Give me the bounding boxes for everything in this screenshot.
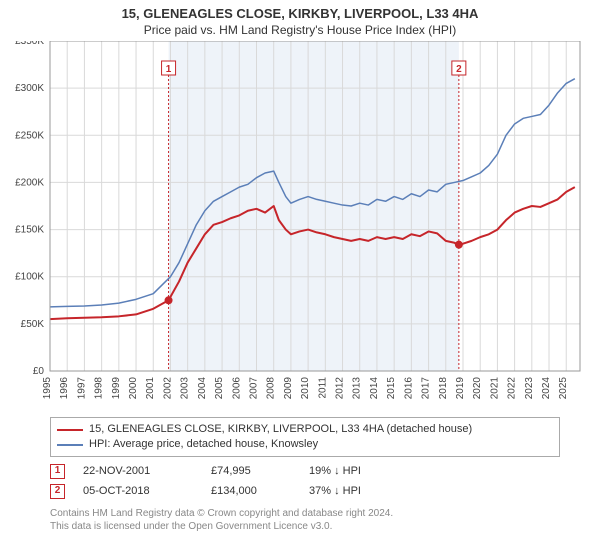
svg-text:1996: 1996 [59, 377, 70, 400]
event-row: 2 05-OCT-2018 £134,000 37% ↓ HPI [50, 481, 560, 501]
svg-text:1: 1 [166, 64, 172, 75]
svg-text:1995: 1995 [42, 377, 53, 400]
svg-text:2023: 2023 [524, 377, 535, 400]
svg-text:2021: 2021 [489, 377, 500, 400]
svg-text:2003: 2003 [180, 377, 191, 400]
svg-text:2018: 2018 [438, 377, 449, 400]
legend-label: HPI: Average price, detached house, Know… [89, 437, 318, 452]
chart-svg: £0 £50K £100K £150K £200K £250K £300K £350K 1995… [0, 41, 600, 411]
legend-swatch [57, 444, 83, 446]
svg-text:2004: 2004 [197, 377, 208, 400]
svg-text:2009: 2009 [283, 377, 294, 400]
svg-text:2006: 2006 [231, 377, 242, 400]
legend-item: HPI: Average price, detached house, Know… [57, 437, 553, 452]
event-price: £74,995 [211, 461, 291, 481]
svg-text:2010: 2010 [300, 377, 311, 400]
chart-title: 15, GLENEAGLES CLOSE, KIRKBY, LIVERPOOL,… [0, 0, 600, 21]
event-price: £134,000 [211, 481, 291, 501]
svg-text:2016: 2016 [403, 377, 414, 400]
svg-text:£250K: £250K [15, 130, 44, 141]
svg-text:1998: 1998 [94, 377, 105, 400]
svg-text:2022: 2022 [507, 377, 518, 400]
svg-text:2: 2 [456, 64, 462, 75]
event-table: 1 22-NOV-2001 £74,995 19% ↓ HPI 2 05-OCT-2018… [50, 461, 560, 501]
event-delta: 19% ↓ HPI [309, 461, 419, 481]
svg-text:2000: 2000 [128, 377, 139, 400]
svg-text:£350K: £350K [15, 41, 44, 47]
svg-text:£300K: £300K [15, 83, 44, 94]
svg-text:2002: 2002 [162, 377, 173, 400]
svg-text:2014: 2014 [369, 377, 380, 400]
svg-text:£50K: £50K [21, 319, 45, 330]
svg-text:2008: 2008 [266, 377, 277, 400]
footer-line-2: This data is licensed under the Open Gov… [50, 520, 560, 533]
event-date: 05-OCT-2018 [83, 481, 193, 501]
svg-text:2013: 2013 [352, 377, 363, 400]
event-badge: 2 [50, 484, 65, 499]
legend: 15, GLENEAGLES CLOSE, KIRKBY, LIVERPOOL,… [50, 417, 560, 457]
svg-text:£150K: £150K [15, 225, 44, 236]
event-row: 1 22-NOV-2001 £74,995 19% ↓ HPI [50, 461, 560, 481]
svg-text:2011: 2011 [317, 377, 328, 399]
svg-text:£200K: £200K [15, 177, 44, 188]
svg-text:2019: 2019 [455, 377, 466, 400]
svg-text:2024: 2024 [541, 377, 552, 400]
event-date: 22-NOV-2001 [83, 461, 193, 481]
svg-text:2015: 2015 [386, 377, 397, 400]
chart-area: £0 £50K £100K £150K £200K £250K £300K £350K 1995… [0, 41, 600, 411]
legend-item: 15, GLENEAGLES CLOSE, KIRKBY, LIVERPOOL,… [57, 422, 553, 437]
legend-label: 15, GLENEAGLES CLOSE, KIRKBY, LIVERPOOL,… [89, 422, 472, 437]
svg-text:1999: 1999 [111, 377, 122, 400]
svg-text:2017: 2017 [421, 377, 432, 400]
svg-text:1997: 1997 [76, 377, 87, 400]
event-delta: 37% ↓ HPI [309, 481, 419, 501]
footer-attribution: Contains HM Land Registry data © Crown c… [50, 507, 560, 533]
svg-text:£100K: £100K [15, 272, 44, 283]
svg-text:2005: 2005 [214, 377, 225, 400]
chart-subtitle: Price paid vs. HM Land Registry's House … [0, 21, 600, 41]
svg-text:2020: 2020 [472, 377, 483, 400]
svg-text:2007: 2007 [248, 377, 259, 400]
footer-line-1: Contains HM Land Registry data © Crown c… [50, 507, 560, 520]
svg-text:2012: 2012 [335, 377, 346, 400]
svg-text:£0: £0 [33, 366, 45, 377]
svg-text:2025: 2025 [558, 377, 569, 400]
event-badge: 1 [50, 464, 65, 479]
legend-swatch [57, 429, 83, 431]
svg-text:2001: 2001 [145, 377, 156, 400]
